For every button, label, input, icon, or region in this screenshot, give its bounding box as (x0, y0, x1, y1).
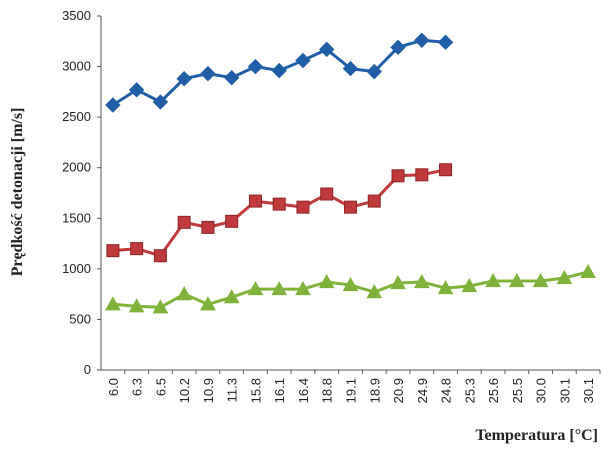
y-tick-label: 1500 (62, 210, 91, 225)
x-axis-title: Temperatura [°C] (475, 427, 598, 444)
y-axis-title: Prędkość detonacji [m/s] (9, 108, 26, 277)
data-point-square (439, 163, 453, 177)
data-point-triangle (390, 274, 406, 290)
data-point-triangle (247, 281, 264, 296)
x-tick-label: 15.8 (248, 378, 263, 403)
x-tick-label: 30.1 (581, 378, 596, 403)
data-point-square (391, 169, 405, 183)
x-tick-labels: 6.0 6.3 6.5 10.2 10.9 11.3 15.8 16.1 16.4 18.8 19.… (106, 378, 596, 403)
series-line (112, 168, 446, 258)
data-point-triangle (437, 280, 454, 295)
x-tick-label: 25.6 (486, 378, 501, 403)
data-point-diamond (176, 71, 192, 87)
data-point-diamond (390, 39, 406, 56)
data-point-triangle (271, 281, 288, 296)
data-point-diamond (247, 58, 264, 75)
data-point-triangle (223, 289, 240, 304)
data-point-triangle (556, 269, 573, 285)
series-diamond (105, 32, 454, 113)
data-point-square (225, 214, 239, 228)
data-point-square (106, 244, 120, 258)
data-point-triangle (366, 284, 383, 299)
data-point-square (177, 215, 191, 229)
x-tick-label: 16.1 (272, 378, 287, 403)
data-point-diamond (223, 69, 240, 86)
data-point-diamond (105, 97, 121, 113)
data-point-square (367, 194, 381, 208)
x-tick-label: 16.4 (296, 378, 311, 403)
y-tick-label: 2500 (62, 109, 91, 124)
data-point-diamond (295, 52, 311, 69)
data-point-diamond (200, 65, 216, 82)
data-point-diamond (342, 60, 359, 77)
x-tick-label: 6.5 (153, 378, 168, 396)
data-point-triangle (413, 273, 430, 289)
data-point-square (296, 200, 310, 214)
series-square (106, 163, 453, 263)
data-point-triangle (318, 273, 335, 289)
data-point-triangle (128, 298, 145, 313)
x-tick-label: 25.3 (462, 378, 477, 403)
x-tick-label: 10.2 (177, 378, 192, 403)
data-point-diamond (366, 63, 382, 80)
data-point-diamond (128, 82, 145, 98)
x-tick-label: 19.1 (344, 378, 359, 403)
data-point-triangle (152, 299, 169, 314)
data-point-triangle (580, 263, 596, 278)
y-tick-label: 500 (69, 311, 91, 326)
data-point-diamond (319, 41, 335, 58)
data-point-triangle (461, 278, 478, 293)
y-tick-label: 0 (84, 362, 91, 377)
y-tick-label: 3500 (62, 8, 91, 23)
data-point-diamond (271, 62, 287, 79)
data-point-square (130, 242, 144, 256)
x-tick-label: 30.0 (534, 378, 549, 403)
data-point-triangle (342, 277, 359, 292)
x-tick-label: 25.5 (510, 378, 525, 403)
data-point-triangle (485, 272, 501, 288)
data-point-triangle (105, 296, 121, 311)
data-point-diamond (437, 34, 454, 51)
data-point-triangle (508, 272, 525, 288)
x-tick-label: 18.9 (367, 378, 382, 403)
y-tick-labels: 0 500 1000 1500 2000 2500 3000 3500 (62, 8, 91, 377)
axes (97, 15, 601, 374)
data-point-square (153, 249, 167, 263)
y-tick-label: 2000 (62, 160, 91, 175)
data-point-square (248, 194, 262, 208)
x-tick-label: 20.9 (391, 378, 406, 403)
x-tick-label: 18.8 (320, 378, 335, 403)
y-tick-label: 3000 (62, 59, 91, 74)
data-point-diamond (152, 94, 169, 110)
x-tick-label: 6.3 (130, 378, 145, 396)
y-tick-label: 1000 (62, 261, 91, 276)
data-point-square (201, 220, 215, 234)
data-point-square (415, 168, 429, 182)
data-point-diamond (414, 32, 430, 48)
data-point-square (272, 197, 286, 211)
data-point-square (344, 200, 357, 214)
series-layer (105, 32, 596, 314)
series-triangle (105, 263, 596, 314)
data-point-square (320, 187, 334, 201)
data-point-triangle (295, 281, 311, 296)
x-tick-label: 11.3 (225, 378, 240, 402)
x-tick-label: 10.9 (201, 378, 216, 403)
x-tick-label: 24.8 (439, 378, 454, 403)
x-tick-label: 24.9 (415, 378, 430, 403)
x-tick-label: 6.0 (106, 378, 121, 396)
data-point-triangle (176, 286, 193, 301)
data-point-triangle (200, 296, 216, 311)
data-point-triangle (532, 272, 549, 288)
x-tick-label: 30.1 (557, 378, 572, 403)
